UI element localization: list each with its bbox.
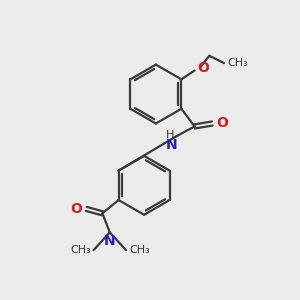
Text: N: N	[104, 234, 116, 248]
Text: O: O	[198, 61, 209, 75]
Text: H: H	[166, 130, 174, 140]
Text: O: O	[70, 202, 83, 216]
Text: CH₃: CH₃	[70, 245, 91, 255]
Text: CH₃: CH₃	[129, 245, 150, 255]
Text: CH₃: CH₃	[227, 58, 248, 68]
Text: N: N	[165, 138, 177, 152]
Text: O: O	[216, 116, 228, 130]
